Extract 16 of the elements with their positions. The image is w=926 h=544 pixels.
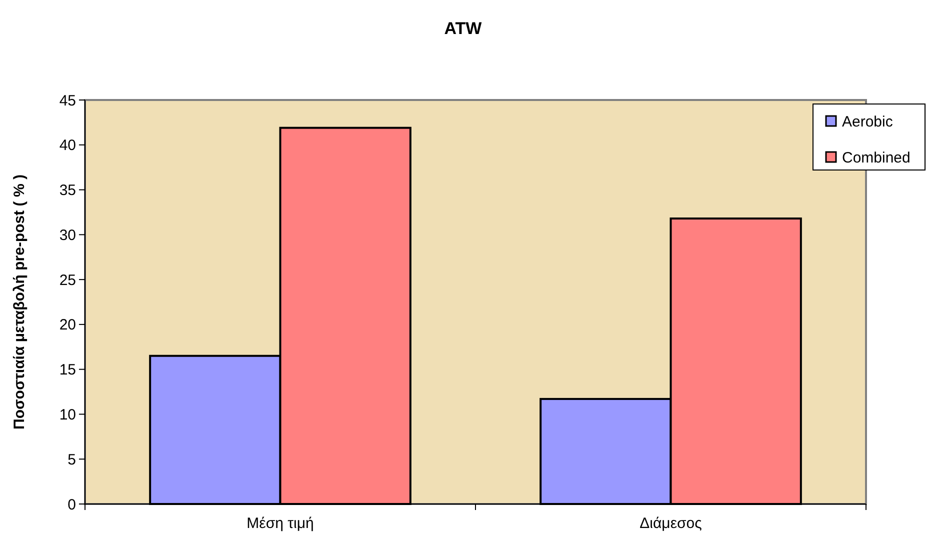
chart-title: ATW — [444, 19, 483, 38]
y-tick-label: 35 — [59, 182, 76, 200]
y-tick-label: 15 — [59, 362, 76, 379]
x-tick-label: Διάμεσος — [640, 515, 702, 532]
y-axis-title: Ποσοστιαία μεταβολή pre-post ( % ) — [11, 174, 28, 430]
y-tick-label: 25 — [59, 272, 76, 289]
y-tick-label: 20 — [59, 316, 76, 334]
legend-label: Combined — [842, 149, 910, 166]
y-tick-label: 5 — [68, 451, 76, 468]
y-tick-label: 45 — [59, 92, 76, 110]
y-tick-label: 10 — [59, 406, 76, 424]
x-tick-label: Μέση τιμή — [246, 515, 314, 532]
y-tick-label: 30 — [59, 226, 76, 244]
y-tick-label: 0 — [68, 496, 76, 514]
y-tick-label: 40 — [59, 137, 76, 154]
legend-label: Aerobic — [842, 113, 894, 130]
